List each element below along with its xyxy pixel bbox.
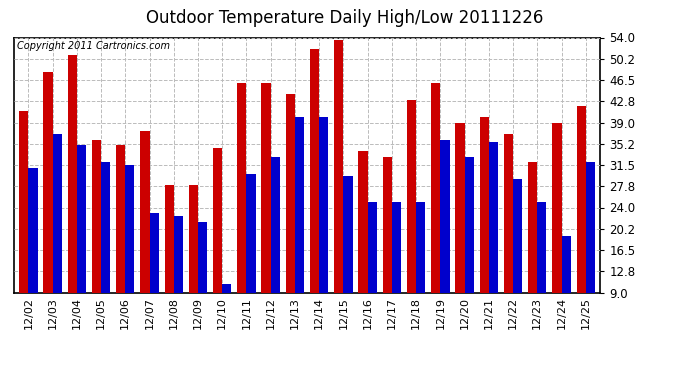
Bar <box>116 145 126 292</box>
Bar <box>319 117 328 292</box>
Bar <box>270 156 280 292</box>
Bar <box>262 83 270 292</box>
Bar <box>464 156 474 292</box>
Bar <box>538 202 546 292</box>
Bar <box>286 94 295 292</box>
Bar <box>368 202 377 292</box>
Bar <box>440 140 450 292</box>
Bar <box>68 54 77 292</box>
Bar <box>310 49 319 292</box>
Bar <box>383 156 392 292</box>
Bar <box>43 72 52 292</box>
Bar <box>19 111 28 292</box>
Bar <box>455 123 464 292</box>
Bar <box>334 40 344 292</box>
Bar <box>358 151 368 292</box>
Bar <box>480 117 489 292</box>
Bar <box>237 83 246 292</box>
Bar <box>164 185 174 292</box>
Bar <box>126 165 135 292</box>
Bar <box>174 216 183 292</box>
Bar <box>101 162 110 292</box>
Bar <box>504 134 513 292</box>
Bar <box>77 145 86 292</box>
Bar <box>213 148 222 292</box>
Text: Copyright 2011 Cartronics.com: Copyright 2011 Cartronics.com <box>17 41 170 51</box>
Bar <box>150 213 159 292</box>
Bar <box>28 168 37 292</box>
Bar <box>295 117 304 292</box>
Text: Outdoor Temperature Daily High/Low 20111226: Outdoor Temperature Daily High/Low 20111… <box>146 9 544 27</box>
Bar <box>52 134 62 292</box>
Bar <box>513 179 522 292</box>
Bar <box>198 222 207 292</box>
Bar <box>552 123 562 292</box>
Bar <box>562 236 571 292</box>
Bar <box>407 100 416 292</box>
Bar <box>489 142 498 292</box>
Bar <box>140 131 150 292</box>
Bar <box>92 140 101 292</box>
Bar <box>222 284 231 292</box>
Bar <box>431 83 440 292</box>
Bar <box>586 162 595 292</box>
Bar <box>577 105 586 292</box>
Bar <box>344 176 353 292</box>
Bar <box>246 174 256 292</box>
Bar <box>416 202 425 292</box>
Bar <box>189 185 198 292</box>
Bar <box>392 202 401 292</box>
Bar <box>528 162 538 292</box>
